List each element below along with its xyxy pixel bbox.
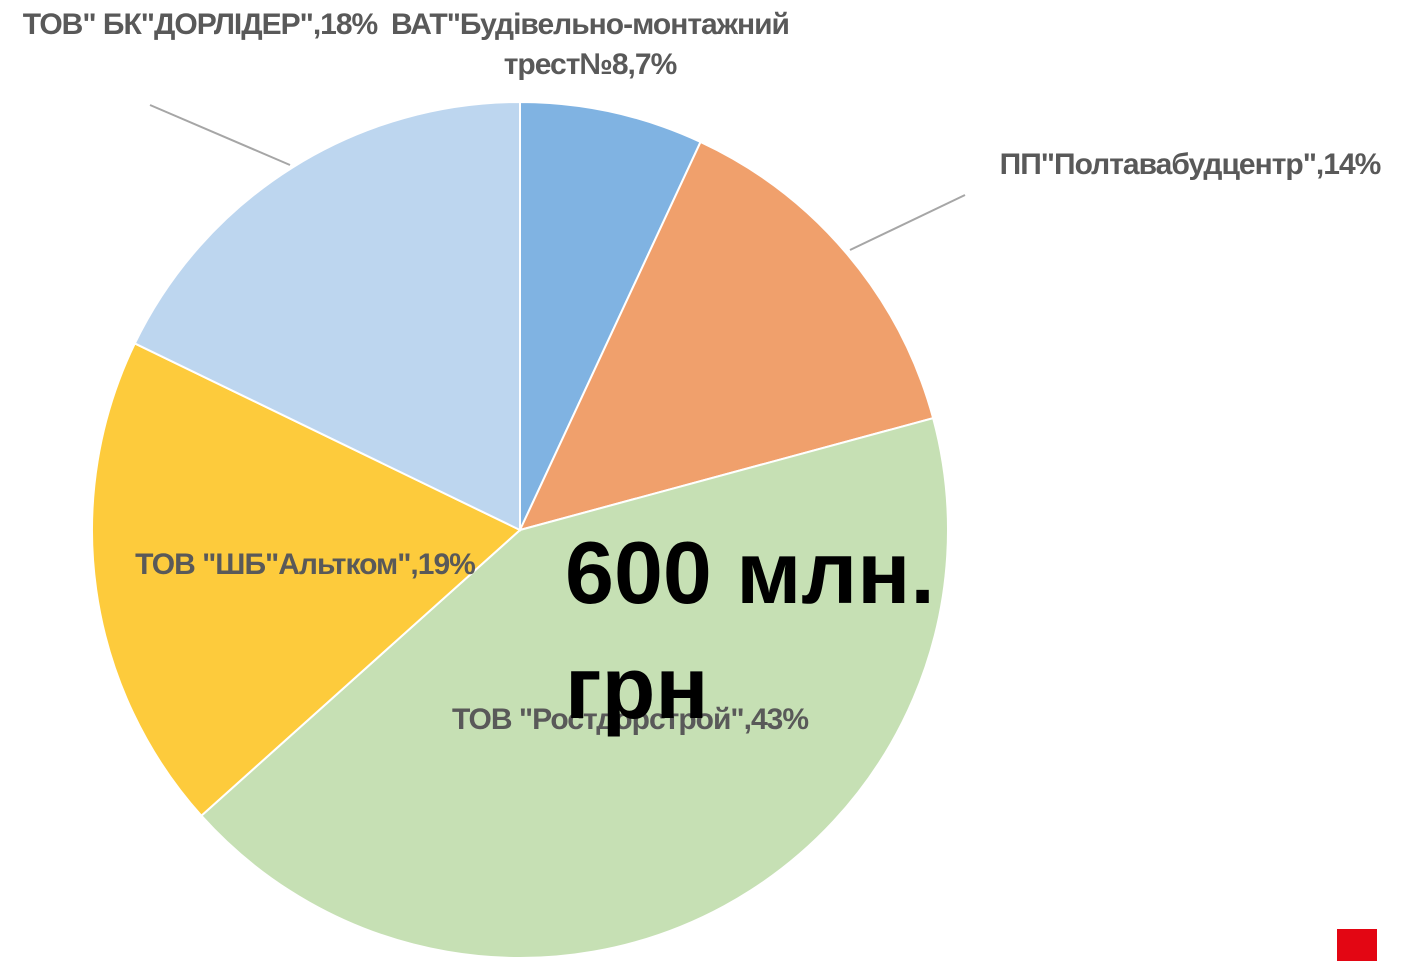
pie-slice bbox=[91, 342, 522, 818]
slice-label: ПП"Полтавабудцентр",14% bbox=[999, 148, 1382, 181]
slice-label: ТОВ" БК"ДОРЛІДЕР",18% bbox=[22, 8, 378, 41]
pie-slice bbox=[518, 140, 935, 532]
slice-label: ТОВ "Ростдорстрой",43% bbox=[451, 703, 809, 736]
annotation: 600 млн. грн bbox=[565, 523, 935, 737]
pie-slice bbox=[133, 100, 521, 532]
slice-label: ТОВ "ШБ"Альтком",19% bbox=[135, 548, 476, 581]
leader-line bbox=[149, 104, 291, 166]
leader-line bbox=[849, 194, 966, 251]
pie-slice bbox=[199, 416, 949, 960]
slice-label: ВАТ"Будівельно-монтажний трест№8,7% bbox=[391, 8, 790, 81]
logo bbox=[1337, 929, 1377, 961]
pie-slice bbox=[519, 100, 702, 531]
